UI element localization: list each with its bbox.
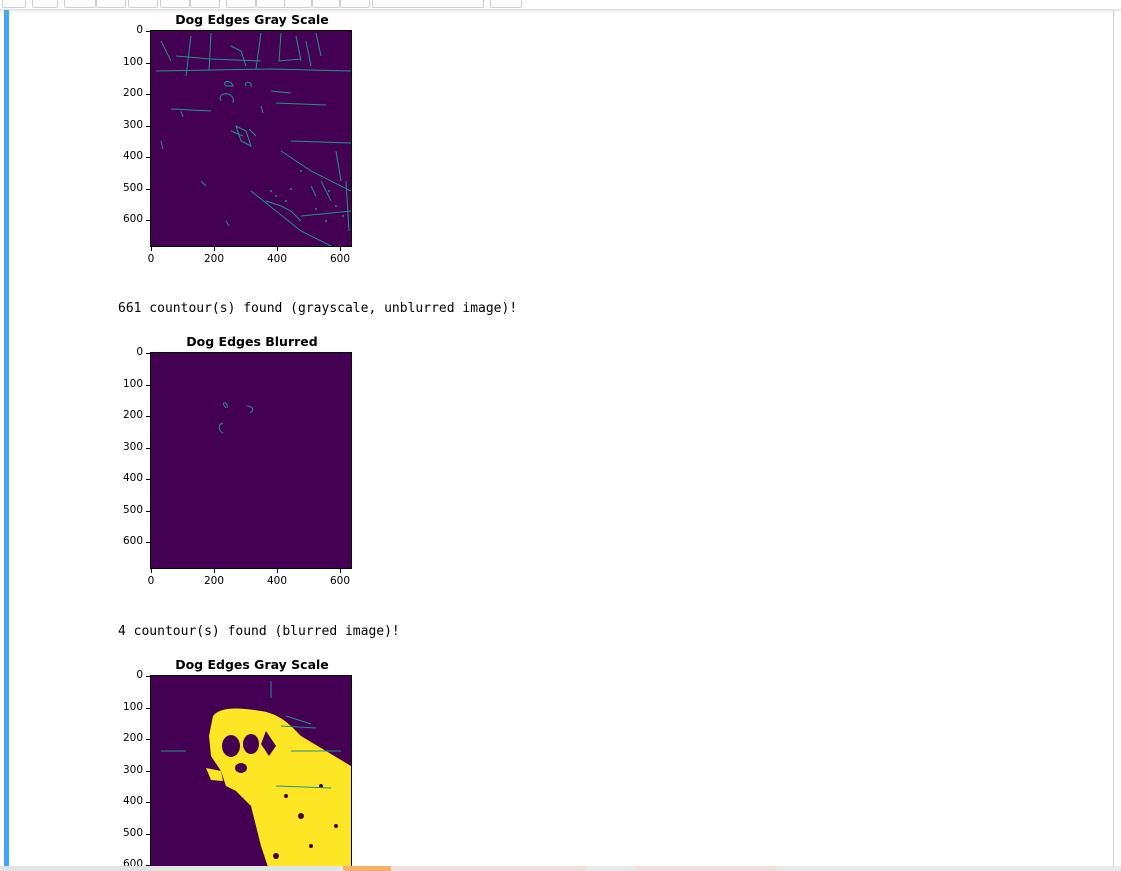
plot-area bbox=[150, 675, 352, 866]
x-tick-mark bbox=[277, 247, 278, 251]
toolbar-button[interactable] bbox=[340, 0, 370, 8]
y-tick-label: 600 bbox=[122, 535, 143, 547]
y-tick-mark bbox=[146, 448, 150, 449]
figure-edges-grayscale: Dog Edges Gray Scale bbox=[110, 12, 370, 272]
y-tick-mark bbox=[146, 189, 150, 190]
toolbar-button[interactable] bbox=[128, 0, 158, 8]
y-tick-mark bbox=[146, 802, 150, 803]
y-tick-mark bbox=[146, 511, 150, 512]
toolbar-button[interactable] bbox=[32, 0, 58, 8]
toolbar-button[interactable] bbox=[2, 0, 26, 8]
figure-title: Dog Edges Gray Scale bbox=[175, 657, 329, 672]
y-tick-label: 300 bbox=[122, 119, 143, 131]
y-tick-label: 600 bbox=[122, 213, 143, 225]
x-tick-label: 600 bbox=[329, 575, 351, 587]
x-tick-label: 0 bbox=[147, 575, 155, 587]
y-tick-mark bbox=[146, 708, 150, 709]
plot-area bbox=[150, 30, 352, 247]
y-tick-mark bbox=[146, 739, 150, 740]
y-tick-label: 100 bbox=[122, 701, 143, 713]
output-text: 661 countour(s) found (grayscale, unblur… bbox=[118, 301, 518, 316]
toolbar-button[interactable] bbox=[490, 0, 522, 8]
y-tick-mark bbox=[146, 63, 150, 64]
figure-threshold-grayscale: Dog Edges Gray Scale 0 bbox=[110, 657, 370, 866]
scrollbar-track bbox=[0, 866, 340, 871]
y-tick-label: 100 bbox=[122, 56, 143, 68]
toolbar-button[interactable] bbox=[226, 0, 256, 8]
figure-title: Dog Edges Gray Scale bbox=[175, 12, 329, 27]
x-tick-mark bbox=[151, 569, 152, 573]
y-tick-mark bbox=[146, 94, 150, 95]
y-tick-mark bbox=[146, 220, 150, 221]
y-tick-label: 0 bbox=[136, 346, 143, 358]
y-tick-label: 200 bbox=[122, 87, 143, 99]
toolbar-button[interactable] bbox=[190, 0, 220, 8]
y-tick-mark bbox=[146, 31, 150, 32]
x-tick-label: 400 bbox=[266, 253, 288, 265]
figure-edges-blurred: Dog Edges Blurred 0 100 200 300 400 500 … bbox=[110, 334, 370, 594]
notebook-toolbar bbox=[0, 0, 1121, 10]
x-tick-label: 600 bbox=[329, 253, 351, 265]
plot-area bbox=[150, 352, 352, 569]
y-tick-mark bbox=[146, 416, 150, 417]
y-tick-mark bbox=[146, 385, 150, 386]
scrollbar-thumb[interactable] bbox=[343, 866, 391, 871]
y-tick-mark bbox=[146, 353, 150, 354]
cell-border bbox=[1113, 10, 1114, 868]
selected-cell-indicator bbox=[4, 10, 9, 868]
y-tick-mark bbox=[146, 157, 150, 158]
y-tick-label: 200 bbox=[122, 409, 143, 421]
y-tick-label: 0 bbox=[136, 24, 143, 36]
y-tick-mark bbox=[146, 771, 150, 772]
figure-title: Dog Edges Blurred bbox=[186, 334, 318, 349]
y-tick-label: 400 bbox=[122, 795, 143, 807]
horizontal-scrollbar[interactable] bbox=[0, 866, 1121, 871]
x-tick-mark bbox=[151, 247, 152, 251]
y-tick-label: 500 bbox=[122, 827, 143, 839]
y-tick-label: 400 bbox=[122, 150, 143, 162]
scrollbar-track bbox=[636, 866, 776, 871]
x-tick-label: 0 bbox=[147, 253, 155, 265]
y-tick-mark bbox=[146, 676, 150, 677]
y-tick-label: 500 bbox=[122, 182, 143, 194]
toolbar-button[interactable] bbox=[312, 0, 340, 8]
edge-image bbox=[155, 32, 351, 246]
y-tick-label: 100 bbox=[122, 378, 143, 390]
edge-image bbox=[218, 402, 254, 434]
x-tick-mark bbox=[214, 247, 215, 251]
y-tick-label: 300 bbox=[122, 441, 143, 453]
y-tick-label: 0 bbox=[136, 669, 143, 681]
toolbar-button[interactable] bbox=[96, 0, 126, 8]
y-tick-mark bbox=[146, 126, 150, 127]
y-tick-label: 500 bbox=[122, 504, 143, 516]
x-tick-label: 200 bbox=[203, 253, 225, 265]
output-text: 4 countour(s) found (blurred image)! bbox=[118, 624, 400, 639]
toolbar-button[interactable] bbox=[160, 0, 190, 8]
scrollbar-track bbox=[391, 866, 587, 871]
x-tick-mark bbox=[214, 569, 215, 573]
toolbar-button[interactable] bbox=[64, 0, 96, 8]
x-tick-label: 400 bbox=[266, 575, 288, 587]
y-tick-label: 400 bbox=[122, 472, 143, 484]
x-tick-mark bbox=[277, 569, 278, 573]
toolbar-button[interactable] bbox=[284, 0, 312, 8]
x-tick-mark bbox=[340, 569, 341, 573]
y-tick-mark bbox=[146, 479, 150, 480]
y-tick-label: 600 bbox=[122, 858, 143, 866]
y-tick-label: 300 bbox=[122, 764, 143, 776]
threshold-image bbox=[161, 681, 351, 866]
x-tick-mark bbox=[340, 247, 341, 251]
x-tick-label: 200 bbox=[203, 575, 225, 587]
toolbar-button[interactable] bbox=[256, 0, 286, 8]
y-tick-mark bbox=[146, 865, 150, 866]
cell-type-select[interactable] bbox=[372, 0, 484, 8]
y-tick-mark bbox=[146, 834, 150, 835]
y-tick-label: 200 bbox=[122, 732, 143, 744]
y-tick-mark bbox=[146, 542, 150, 543]
